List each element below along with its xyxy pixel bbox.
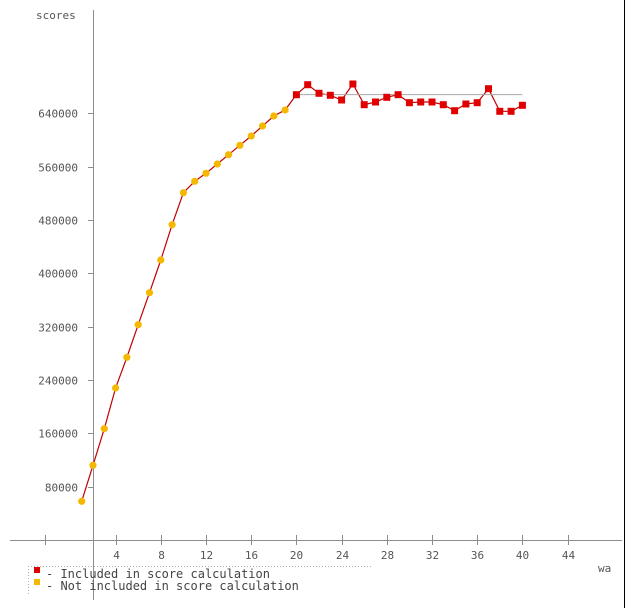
y-tick-label: 400000 <box>38 268 78 281</box>
point-included <box>462 100 470 108</box>
y-tick-label: 640000 <box>38 108 78 121</box>
x-tick-label: 36 <box>471 549 484 562</box>
x-tick-label: 40 <box>516 549 529 562</box>
point-included <box>473 99 481 107</box>
point-included <box>439 101 447 109</box>
y-tick-label: 320000 <box>38 322 78 335</box>
point-not-included <box>202 169 210 177</box>
point-included <box>485 85 492 93</box>
legend-label-not-included: - Not included in score calculation <box>46 579 299 593</box>
x-tick-label: 16 <box>245 549 258 562</box>
y-tick-label: 240000 <box>38 375 78 388</box>
point-not-included <box>258 122 267 130</box>
point-not-included <box>213 160 221 168</box>
point-not-included <box>145 289 154 297</box>
y-tick-label: 560000 <box>38 162 78 175</box>
point-included <box>292 91 300 99</box>
point-not-included <box>134 321 142 329</box>
point-not-included <box>123 353 131 361</box>
point-included <box>326 91 334 99</box>
point-not-included <box>112 384 120 392</box>
point-included <box>315 89 323 97</box>
point-not-included <box>157 256 165 264</box>
point-included <box>304 81 312 89</box>
legend-label-included: - Included in score calculation <box>46 567 270 581</box>
x-axis-title: wa <box>598 562 611 575</box>
x-tick-label: 8 <box>158 549 165 562</box>
legend-marker-included <box>34 567 40 573</box>
point-included <box>518 101 526 109</box>
point-included <box>417 98 425 106</box>
point-included <box>383 93 391 101</box>
x-ticks: 4 8 12 16 20 24 28 32 36 40 44 <box>45 535 576 562</box>
series-lines <box>81 82 523 502</box>
point-included <box>338 96 346 104</box>
point-included <box>428 98 436 106</box>
score-line <box>81 82 523 502</box>
x-tick-label: 12 <box>200 549 213 562</box>
point-not-included <box>191 177 199 185</box>
x-tick-label: 24 <box>336 549 350 562</box>
point-included <box>372 98 379 106</box>
y-tick-label: 80000 <box>45 482 78 495</box>
point-included <box>394 91 402 99</box>
point-included <box>405 99 413 107</box>
point-included <box>507 107 515 115</box>
point-not-included <box>236 141 244 149</box>
series-points <box>78 80 526 505</box>
y-tick-label: 160000 <box>38 428 78 441</box>
x-tick-label: 32 <box>426 549 439 562</box>
point-not-included <box>281 106 289 114</box>
x-tick-label: 20 <box>290 549 303 562</box>
y-axis-title: scores <box>36 9 76 22</box>
point-not-included <box>168 221 176 229</box>
point-not-included <box>270 112 278 120</box>
y-ticks: 80000 160000 240000 320000 400000 480000 56000… <box>38 108 93 495</box>
point-not-included <box>78 497 86 505</box>
x-tick-label: 4 <box>113 549 120 562</box>
point-not-included <box>89 461 97 469</box>
point-included <box>451 107 459 115</box>
point-included <box>360 101 368 109</box>
legend-marker-not-included <box>34 579 40 585</box>
y-tick-label: 480000 <box>38 215 78 228</box>
x-tick-label: 44 <box>562 549 576 562</box>
legend: - Included in score calculation - Not in… <box>34 567 299 593</box>
axes <box>10 10 622 600</box>
point-not-included <box>179 189 187 197</box>
point-not-included <box>225 151 233 159</box>
point-included <box>496 107 504 115</box>
point-included <box>349 80 357 88</box>
x-tick-label: 28 <box>381 549 394 562</box>
point-not-included <box>247 132 255 140</box>
point-not-included <box>100 425 108 433</box>
